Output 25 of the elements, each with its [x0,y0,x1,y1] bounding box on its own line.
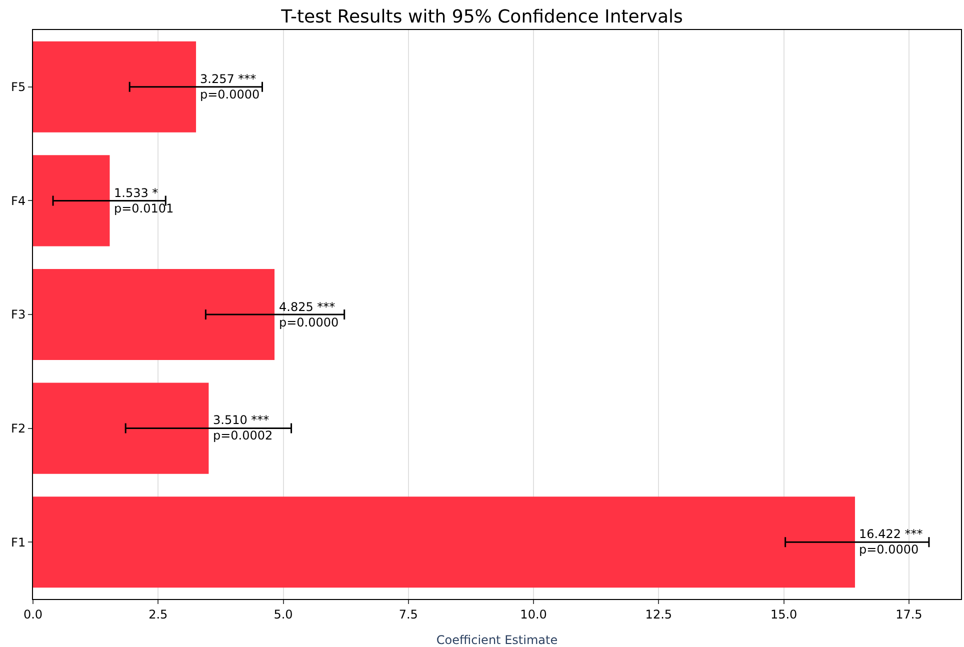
data-label: 1.533 * p=0.0101 [114,186,174,216]
y-tick-label: F3 [11,308,26,322]
bar [33,496,855,588]
bar [33,268,275,360]
y-tick-label: F5 [11,80,26,94]
chart-title: T-test Results with 95% Confidence Intervals [280,6,683,28]
y-tick-label: F4 [11,194,26,208]
x-tick-label: 2.5 [148,607,168,622]
x-tick-label: 0.0 [23,607,43,622]
x-tick-label: 15.0 [770,607,798,622]
data-label: 3.257 *** p=0.0000 [200,72,260,102]
x-tick-label: 5.0 [274,607,293,622]
x-tick-label: 12.5 [645,607,672,622]
x-tick-label: 17.5 [896,607,922,622]
data-label: 16.422 *** p=0.0000 [859,527,923,557]
x-tick-label: 10.0 [520,607,547,622]
bar [33,155,110,246]
y-tick-label: F1 [11,535,26,550]
data-label: 4.825 *** p=0.0000 [279,300,339,330]
bar [33,382,209,474]
data-label: 3.510 *** p=0.0002 [213,413,273,443]
x-axis-title: Coefficient Estimate [436,633,558,647]
y-tick-label: F2 [11,422,26,436]
x-tick-label: 7.5 [398,607,418,622]
bar [33,41,196,132]
